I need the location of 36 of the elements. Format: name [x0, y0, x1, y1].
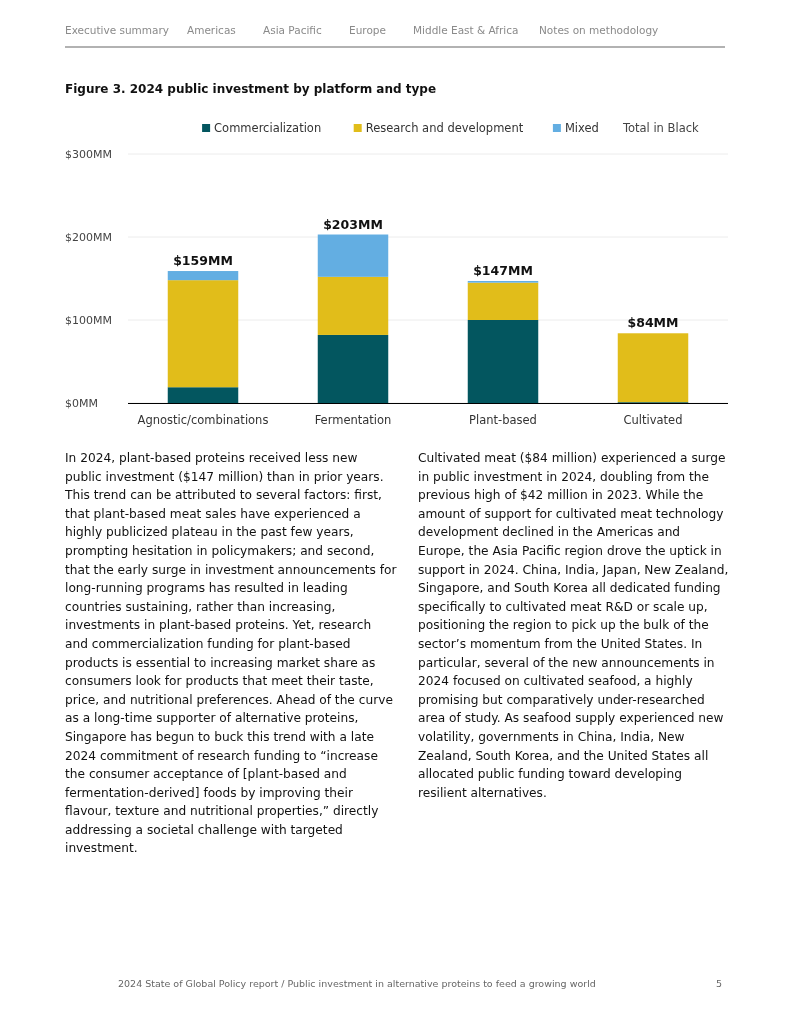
text: Europe [349, 24, 386, 36]
text: 2024 State of Global Policy report / Public investment in alternative proteins to feed a growing world [118, 978, 596, 989]
text: Cultivated meat ($84 million) experienced a surge in public investment in 2024, doubling from the previous high of $42 million in 2023. While the amount of support for cultivated meat technology development declined in the Americas and Europe, the Asia Pacific region drove the uptick in support in 2024. China, India, Japan, New Zealand, Singapore, and South Korea all dedicated funding specifically to cultivated meat R&D or scale up, positioning the region to pick up the bulk of the sector’s momentum from the United States. In particular, several of the new announcements in 2024 focused on cultivated seafood, a highly promising but comparatively under-researched area of study. As seafood supply experienced new volatility, governments in China, India, New Zealand, South Korea, and the United States all allocated public funding toward developing resilient alternatives. [418, 451, 729, 800]
y-tick-label: $300MM [65, 148, 112, 161]
text: In 2024, plant-based proteins received less new public investment ($147 million) than in prior years. This trend can be attributed to several factors: first, that plant-based meat sales have experienced a highly publicized plateau in the past few years, prompting hesitation in policymakers; and second, that the early surge in investment announcements for long-running programs has resulted in leading countries sustaining, rather than increasing, investments in plant-based proteins. Yet, research and commercialization funding for plant-based products is essential to increasing market share as consumers look for products that meet their taste, price, and nutritional preferences. Ahead of the curve as a long-time supporter of alternative proteins, Singapore has begun to buck this trend with a late 2024 commitment of research funding to “increase the consumer acceptance of [plant-based and fermentation-derived] foods by improving their flavour, texture and nutritional properties,” directly addressing a societal challenge with targeted investment. [65, 451, 397, 856]
total-label: $84MM [627, 315, 679, 331]
bar [467, 320, 539, 403]
y-tick-label: $200MM [65, 231, 112, 244]
bar [317, 276, 389, 335]
x-tick-label: Cultivated [623, 413, 683, 427]
x-tick-label: Plant-based [469, 413, 537, 427]
total-label: $147MM [473, 262, 533, 278]
bar [317, 334, 389, 403]
text: Middle East & Africa [413, 24, 519, 36]
bar [617, 333, 689, 403]
bar [167, 280, 239, 388]
x-tick-label: Agnostic/combinations [137, 413, 269, 427]
chart-title: Figure 3. 2024 public investment by platform and type [65, 82, 437, 96]
text: Americas [187, 24, 236, 36]
legend-title: Total in Black [621, 121, 700, 135]
text: Notes on methodology [539, 24, 659, 36]
legend-label: Commercialization [214, 121, 322, 135]
bar [167, 387, 239, 403]
total-label: $159MM [173, 253, 233, 269]
y-tick-label: $100MM [65, 314, 112, 327]
y-tick-label: $0MM [65, 397, 98, 410]
bar [317, 234, 389, 277]
bar [167, 271, 239, 281]
legend-label: Research and development [365, 121, 524, 135]
text: 5 [715, 978, 722, 989]
legend-label: Mixed [564, 121, 599, 135]
text: Executive summary [65, 24, 170, 36]
bar [467, 282, 539, 320]
x-tick-label: Fermentation [314, 413, 392, 427]
total-label: $203MM [323, 216, 383, 232]
text: Asia Pacific [263, 24, 322, 36]
